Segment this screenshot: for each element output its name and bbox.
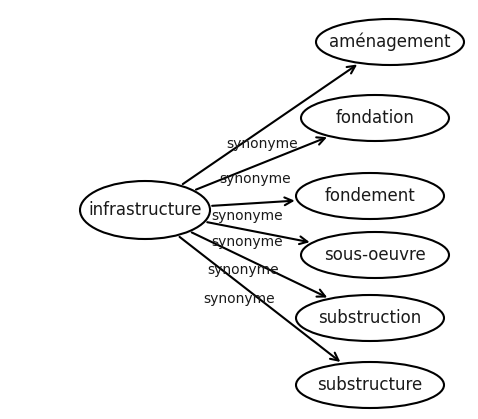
Ellipse shape: [296, 362, 444, 408]
Ellipse shape: [301, 232, 449, 278]
Text: sous-oeuvre: sous-oeuvre: [324, 246, 426, 264]
Text: infrastructure: infrastructure: [88, 201, 202, 219]
Ellipse shape: [80, 181, 210, 239]
Text: synonyme: synonyme: [212, 235, 283, 249]
Text: synonyme: synonyme: [204, 292, 275, 305]
Text: substruction: substruction: [318, 309, 422, 327]
Text: synonyme: synonyme: [227, 137, 298, 151]
Text: substructure: substructure: [317, 376, 423, 394]
Ellipse shape: [301, 95, 449, 141]
Text: synonyme: synonyme: [207, 264, 279, 277]
Text: fondation: fondation: [336, 109, 414, 127]
Ellipse shape: [296, 295, 444, 341]
Ellipse shape: [316, 19, 464, 65]
Ellipse shape: [296, 173, 444, 219]
Text: fondement: fondement: [325, 187, 415, 205]
Text: synonyme: synonyme: [219, 172, 291, 186]
Text: aménagement: aménagement: [329, 33, 451, 51]
Text: synonyme: synonyme: [211, 209, 283, 222]
